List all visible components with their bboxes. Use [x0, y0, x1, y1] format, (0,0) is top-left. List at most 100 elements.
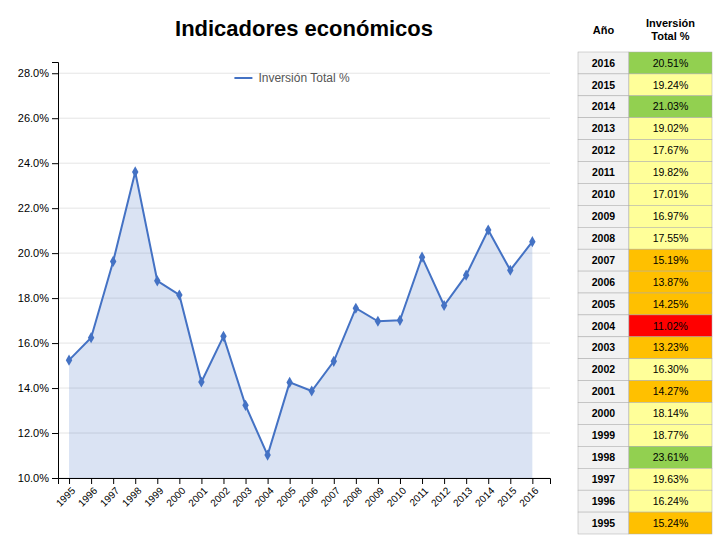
marker: [242, 400, 248, 411]
table-year-cell: [578, 359, 629, 381]
x-tick: 1996: [76, 478, 100, 509]
table-year-cell: [578, 227, 629, 249]
table-year: 1998: [592, 451, 616, 463]
marker: [286, 377, 292, 388]
table-year-cell: [578, 74, 629, 96]
table-year: 2015: [592, 79, 616, 91]
table-year: 2000: [592, 407, 616, 419]
x-tick-label: 2012: [429, 485, 453, 509]
table-value: 14.27%: [653, 385, 689, 397]
table-year: 1995: [592, 517, 616, 529]
y-tick: 20.0%: [18, 247, 58, 259]
x-tick-label: 2000: [164, 485, 188, 509]
table-header-line: Total %: [651, 30, 690, 42]
table-year: 2010: [592, 188, 616, 200]
marker: [419, 252, 425, 263]
y-tick: 26.0%: [18, 112, 58, 124]
table-year: 1996: [592, 495, 616, 507]
x-tick-mark: [91, 478, 92, 484]
table-value: 19.24%: [653, 79, 689, 91]
x-tick-mark: [334, 478, 335, 484]
table-year: 2001: [592, 385, 616, 397]
marker: [154, 275, 160, 286]
x-tick-label: 2016: [517, 485, 541, 509]
table-year: 2005: [592, 298, 616, 310]
x-tick-mark: [466, 478, 467, 484]
x-tick-label: 2015: [495, 485, 519, 509]
x-tick: 2003: [230, 478, 254, 509]
x-tick: 2013: [451, 478, 475, 509]
y-tick: 12.0%: [18, 427, 58, 439]
x-tick-mark: [69, 478, 70, 484]
x-tick: 2006: [296, 478, 320, 509]
y-tick-mark: [52, 343, 58, 344]
legend-swatch: [234, 77, 252, 79]
table-header: InversiónTotal %: [646, 17, 695, 42]
x-tick: 2001: [186, 478, 210, 509]
y-tick-mark: [52, 118, 58, 119]
title: Indicadores económicos: [175, 16, 433, 41]
table-value: 15.24%: [653, 517, 689, 529]
table-year: 2009: [592, 210, 616, 222]
marker: [529, 236, 535, 247]
table-value-cell: [629, 227, 712, 249]
marker: [264, 449, 270, 460]
marker: [198, 376, 204, 387]
x-tick-label: 2005: [274, 485, 298, 509]
marker: [308, 385, 314, 396]
table-year-cell: [578, 381, 629, 403]
marks: [66, 166, 536, 478]
y-tick: 14.0%: [18, 382, 58, 394]
table-value-cell: [629, 249, 712, 271]
x-tick-mark: [290, 478, 291, 484]
table-value-cell: [629, 512, 712, 534]
line: [69, 172, 532, 455]
table-year-cell: [578, 96, 629, 118]
table-value-cell: [629, 96, 712, 118]
marker: [375, 316, 381, 327]
table-year-cell: [578, 468, 629, 490]
x-tick: 2014: [473, 478, 497, 509]
table-year: 2013: [592, 122, 616, 134]
x-tick-label: 1999: [142, 485, 166, 509]
y-tick-label: 12.0%: [18, 427, 49, 439]
table-value: 13.23%: [653, 341, 689, 353]
x-tick: 2016: [517, 478, 541, 509]
table-year: 2012: [592, 144, 616, 156]
table-value: 16.24%: [653, 495, 689, 507]
table-value-cell: [629, 183, 712, 205]
table-value-cell: [629, 140, 712, 162]
x-tick-mark: [510, 478, 511, 484]
table-year-cell: [578, 162, 629, 184]
table-year: 2003: [592, 341, 616, 353]
table-value: 16.30%: [653, 363, 689, 375]
x-tick-label: 1997: [98, 485, 122, 509]
y-tick-mark: [52, 208, 58, 209]
table-value-cell: [629, 52, 712, 74]
marker: [485, 224, 491, 235]
x-tick: 2009: [363, 478, 387, 509]
table-year-cell: [578, 424, 629, 446]
table-year-cell: [578, 403, 629, 425]
y-tick-label: 20.0%: [18, 247, 49, 259]
table-year: 2016: [592, 57, 616, 69]
y-tick-mark: [52, 478, 58, 479]
x-tick-mark: [488, 478, 489, 484]
y-tick-mark: [52, 163, 58, 164]
x-tick: 2011: [407, 478, 430, 508]
x-tick: 1999: [142, 478, 166, 509]
x-tick-mark: [246, 478, 247, 484]
x-tick-label: 1998: [120, 485, 144, 509]
x-tick-label: 2009: [363, 485, 387, 509]
x-tick-label: 1996: [76, 485, 100, 509]
y-axis-line: [52, 63, 59, 479]
grid-line: [58, 118, 550, 119]
x-tick-label: 2008: [341, 485, 365, 509]
table-value: 15.19%: [653, 254, 689, 266]
table-year-cell: [578, 271, 629, 293]
x-tick: 2004: [252, 478, 276, 509]
area: [69, 172, 532, 478]
table-value-cell: [629, 118, 712, 140]
x-tick-label: 2006: [296, 485, 320, 509]
table-value-cell: [629, 162, 712, 184]
